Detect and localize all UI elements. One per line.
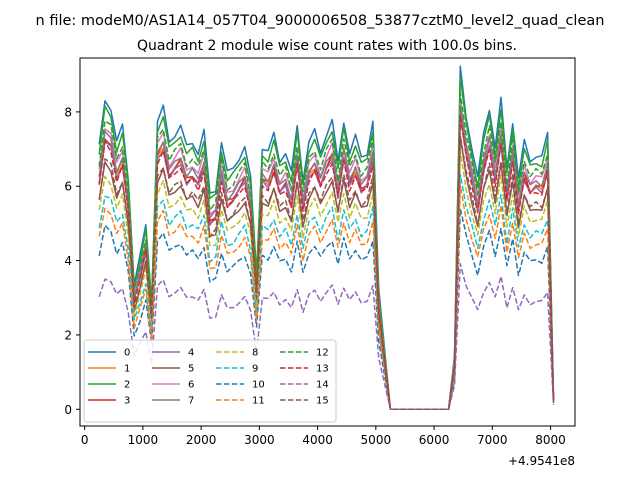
series-line-8 — [98, 150, 555, 411]
legend-label-0: 0 — [124, 348, 130, 359]
x-tick-label: 5000 — [361, 433, 392, 447]
x-tick-label: 4000 — [302, 433, 333, 447]
series-line-12 — [98, 92, 555, 411]
series-line-9 — [98, 173, 555, 411]
plot-frame — [79, 57, 576, 427]
plot-lines — [98, 65, 555, 411]
x-axis: 0 1000 2000 3000 4000 5000 6000 7000 8000 — [81, 426, 566, 447]
legend-label-11: 11 — [252, 396, 265, 407]
series-line-10 — [98, 207, 555, 411]
x-tick-label: 6000 — [419, 433, 450, 447]
legend-label-13: 13 — [316, 364, 329, 375]
y-axis: 0 2 4 6 8 — [64, 105, 80, 417]
x-tick-label: 1000 — [128, 433, 159, 447]
axis-offset-text: +4.9541e8 — [508, 454, 575, 468]
x-tick-label: 8000 — [535, 433, 566, 447]
x-tick-label: 2000 — [186, 433, 217, 447]
series-line-15 — [98, 135, 555, 411]
y-tick-label: 2 — [64, 328, 72, 342]
legend-label-5: 5 — [188, 364, 194, 375]
x-tick-label: 0 — [81, 433, 89, 447]
series-line-14 — [98, 263, 555, 411]
y-tick-label: 8 — [64, 105, 72, 119]
legend-label-8: 8 — [252, 348, 258, 359]
series-line-13 — [98, 114, 555, 411]
chart-title: Quadrant 2 module wise count rates with … — [137, 38, 517, 54]
y-tick-label: 6 — [64, 180, 72, 194]
series-line-0 — [98, 65, 555, 411]
legend-label-4: 4 — [188, 348, 194, 359]
legend-label-2: 2 — [124, 380, 130, 391]
legend-label-15: 15 — [316, 396, 329, 407]
legend-label-6: 6 — [188, 380, 194, 391]
legend-label-12: 12 — [316, 348, 329, 359]
series-line-2 — [98, 76, 555, 411]
legend-label-9: 9 — [252, 364, 258, 375]
legend-frame — [83, 339, 337, 423]
legend-label-14: 14 — [316, 380, 329, 391]
x-tick-label: 7000 — [477, 433, 508, 447]
series-line-7 — [98, 105, 555, 411]
y-tick-label: 4 — [64, 254, 72, 268]
legend-label-1: 1 — [124, 364, 130, 375]
x-tick-label: 3000 — [244, 433, 275, 447]
suptitle: n file: modeM0/AS1A14_057T04_9000006508_… — [36, 13, 605, 29]
series-line-11 — [98, 184, 555, 411]
y-tick-label: 0 — [64, 403, 72, 417]
legend-label-7: 7 — [188, 396, 194, 407]
legend-label-3: 3 — [124, 396, 130, 407]
legend-label-10: 10 — [252, 380, 265, 391]
